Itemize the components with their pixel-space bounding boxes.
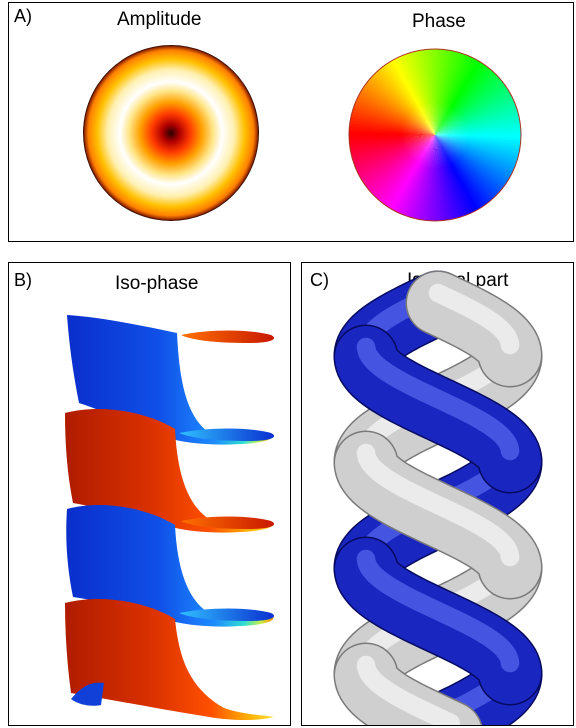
panel-a-letter: A) [14,6,32,26]
panel-c-letter: C) [310,270,329,290]
panel-c: C) Iso-real part [301,262,574,726]
panel-a-graphics [83,45,522,222]
panel-b: B) Iso-phase [8,262,291,726]
panel-a: A) Amplitude Phase [8,2,574,242]
double-helix [333,270,543,725]
iso-phase-title: Iso-phase [115,273,199,294]
amplitude-disk [83,45,259,221]
panel-b-letter: B) [14,270,32,290]
amplitude-title: Amplitude [117,9,202,30]
iso-phase-surface [65,315,275,720]
phase-title: Phase [412,11,466,32]
